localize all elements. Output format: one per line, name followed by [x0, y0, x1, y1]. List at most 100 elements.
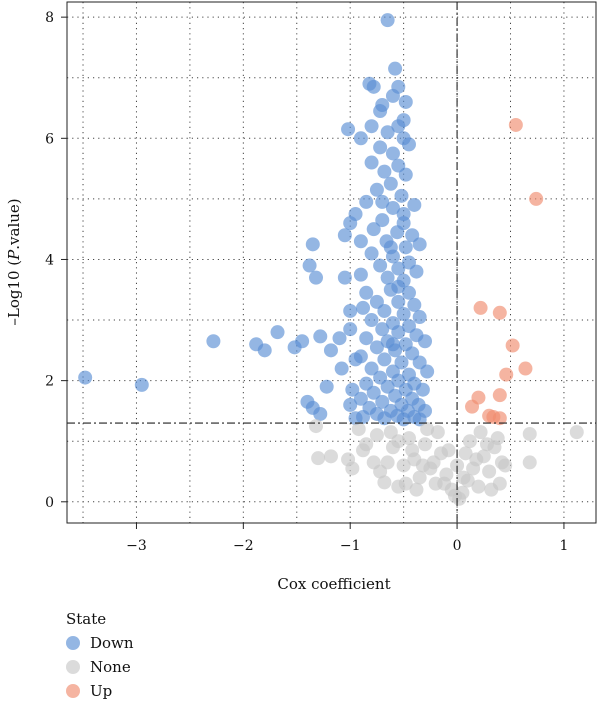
point-down-133: [313, 406, 328, 421]
point-down-114: [348, 411, 363, 426]
point-none-4: [345, 461, 360, 476]
point-none-42: [450, 458, 465, 473]
point-none-26: [471, 479, 486, 494]
point-down-45: [391, 261, 406, 276]
point-down-76: [332, 331, 347, 346]
point-down-75: [418, 334, 433, 349]
point-down-82: [394, 355, 409, 370]
point-down-122: [206, 334, 221, 349]
point-down-40: [412, 237, 427, 252]
point-down-81: [377, 352, 392, 367]
legend: State Down None Up: [66, 610, 134, 700]
point-down-17: [385, 146, 400, 161]
point-none-49: [569, 425, 584, 440]
point-down-28: [385, 200, 400, 215]
point-down-50: [337, 270, 352, 285]
y-axis-ticks: 0 2 4 6 8: [45, 10, 67, 511]
point-down-24: [369, 182, 384, 197]
point-down-12: [380, 125, 395, 140]
legend-label-none: None: [90, 658, 131, 676]
point-none-23: [455, 485, 470, 500]
point-none-46: [494, 455, 509, 470]
point-down-63: [412, 310, 427, 325]
point-down-111: [377, 411, 392, 426]
point-down-59: [407, 297, 422, 312]
point-up-6: [499, 367, 514, 382]
point-down-26: [359, 194, 374, 209]
point-none-2: [323, 449, 338, 464]
point-none-12: [401, 431, 416, 446]
point-down-68: [375, 322, 390, 337]
point-down-125: [270, 325, 285, 340]
point-none-8: [377, 475, 392, 490]
point-down-96: [366, 385, 381, 400]
point-down-10: [341, 122, 356, 137]
data-points: [78, 13, 584, 506]
point-down-27: [407, 197, 422, 212]
point-down-25: [394, 188, 409, 203]
point-none-47: [522, 426, 537, 441]
point-none-52: [409, 482, 424, 497]
point-none-55: [458, 446, 473, 461]
legend-label-down: Down: [90, 634, 134, 652]
legend-label-up: Up: [90, 682, 112, 700]
point-down-15: [353, 131, 368, 146]
point-none-5: [351, 422, 366, 437]
point-none-53: [426, 455, 441, 470]
point-down-124: [257, 343, 272, 358]
point-up-5: [518, 361, 533, 376]
point-down-19: [364, 155, 379, 170]
point-up-0: [508, 117, 523, 132]
y-axis-title: –Log10 (P.value): [5, 198, 23, 325]
point-down-136: [345, 382, 360, 397]
point-none-45: [484, 482, 499, 497]
point-none-54: [437, 476, 452, 491]
x-tick-label-3: 0: [453, 538, 462, 554]
point-down-100: [375, 394, 390, 409]
point-none-50: [380, 455, 395, 470]
point-up-1: [529, 191, 544, 206]
point-none-58: [490, 431, 505, 446]
point-none-1: [311, 451, 326, 466]
point-down-36: [337, 228, 352, 243]
point-down-70: [391, 325, 406, 340]
x-axis-title: Cox coefficient: [277, 575, 390, 593]
point-none-32: [462, 434, 477, 449]
point-down-8: [373, 104, 388, 119]
point-down-22: [398, 167, 413, 182]
point-none-48: [522, 455, 537, 470]
point-down-4: [366, 79, 381, 94]
y-tick-label-3: 6: [45, 131, 54, 147]
point-down-65: [364, 313, 379, 328]
point-down-95: [415, 382, 430, 397]
point-down-62: [396, 306, 411, 321]
point-down-135: [343, 397, 358, 412]
point-down-77: [369, 340, 384, 355]
point-down-60: [356, 300, 371, 315]
point-down-56: [401, 285, 416, 300]
point-none-0: [309, 419, 324, 434]
point-down-16: [373, 140, 388, 155]
point-down-129: [323, 343, 338, 358]
point-none-11: [396, 458, 411, 473]
point-down-64: [343, 303, 358, 318]
grid-lines: [67, 2, 596, 523]
y-tick-label-2: 4: [45, 252, 54, 268]
point-down-128: [313, 329, 328, 344]
point-down-69: [343, 322, 358, 337]
point-down-0: [380, 13, 395, 28]
point-up-3: [492, 305, 507, 320]
point-down-53: [309, 270, 324, 285]
point-down-115: [385, 337, 400, 352]
x-axis-ticks: −3 −2 −1 0 1: [126, 523, 568, 554]
point-down-130: [319, 379, 334, 394]
point-none-57: [366, 455, 381, 470]
point-down-37: [353, 234, 368, 249]
point-none-44: [469, 452, 484, 467]
point-down-112: [396, 412, 411, 427]
y-tick-label-1: 2: [45, 374, 54, 390]
point-down-47: [353, 267, 368, 282]
point-down-11: [364, 119, 379, 134]
point-none-59: [415, 458, 430, 473]
point-down-35: [343, 216, 358, 231]
